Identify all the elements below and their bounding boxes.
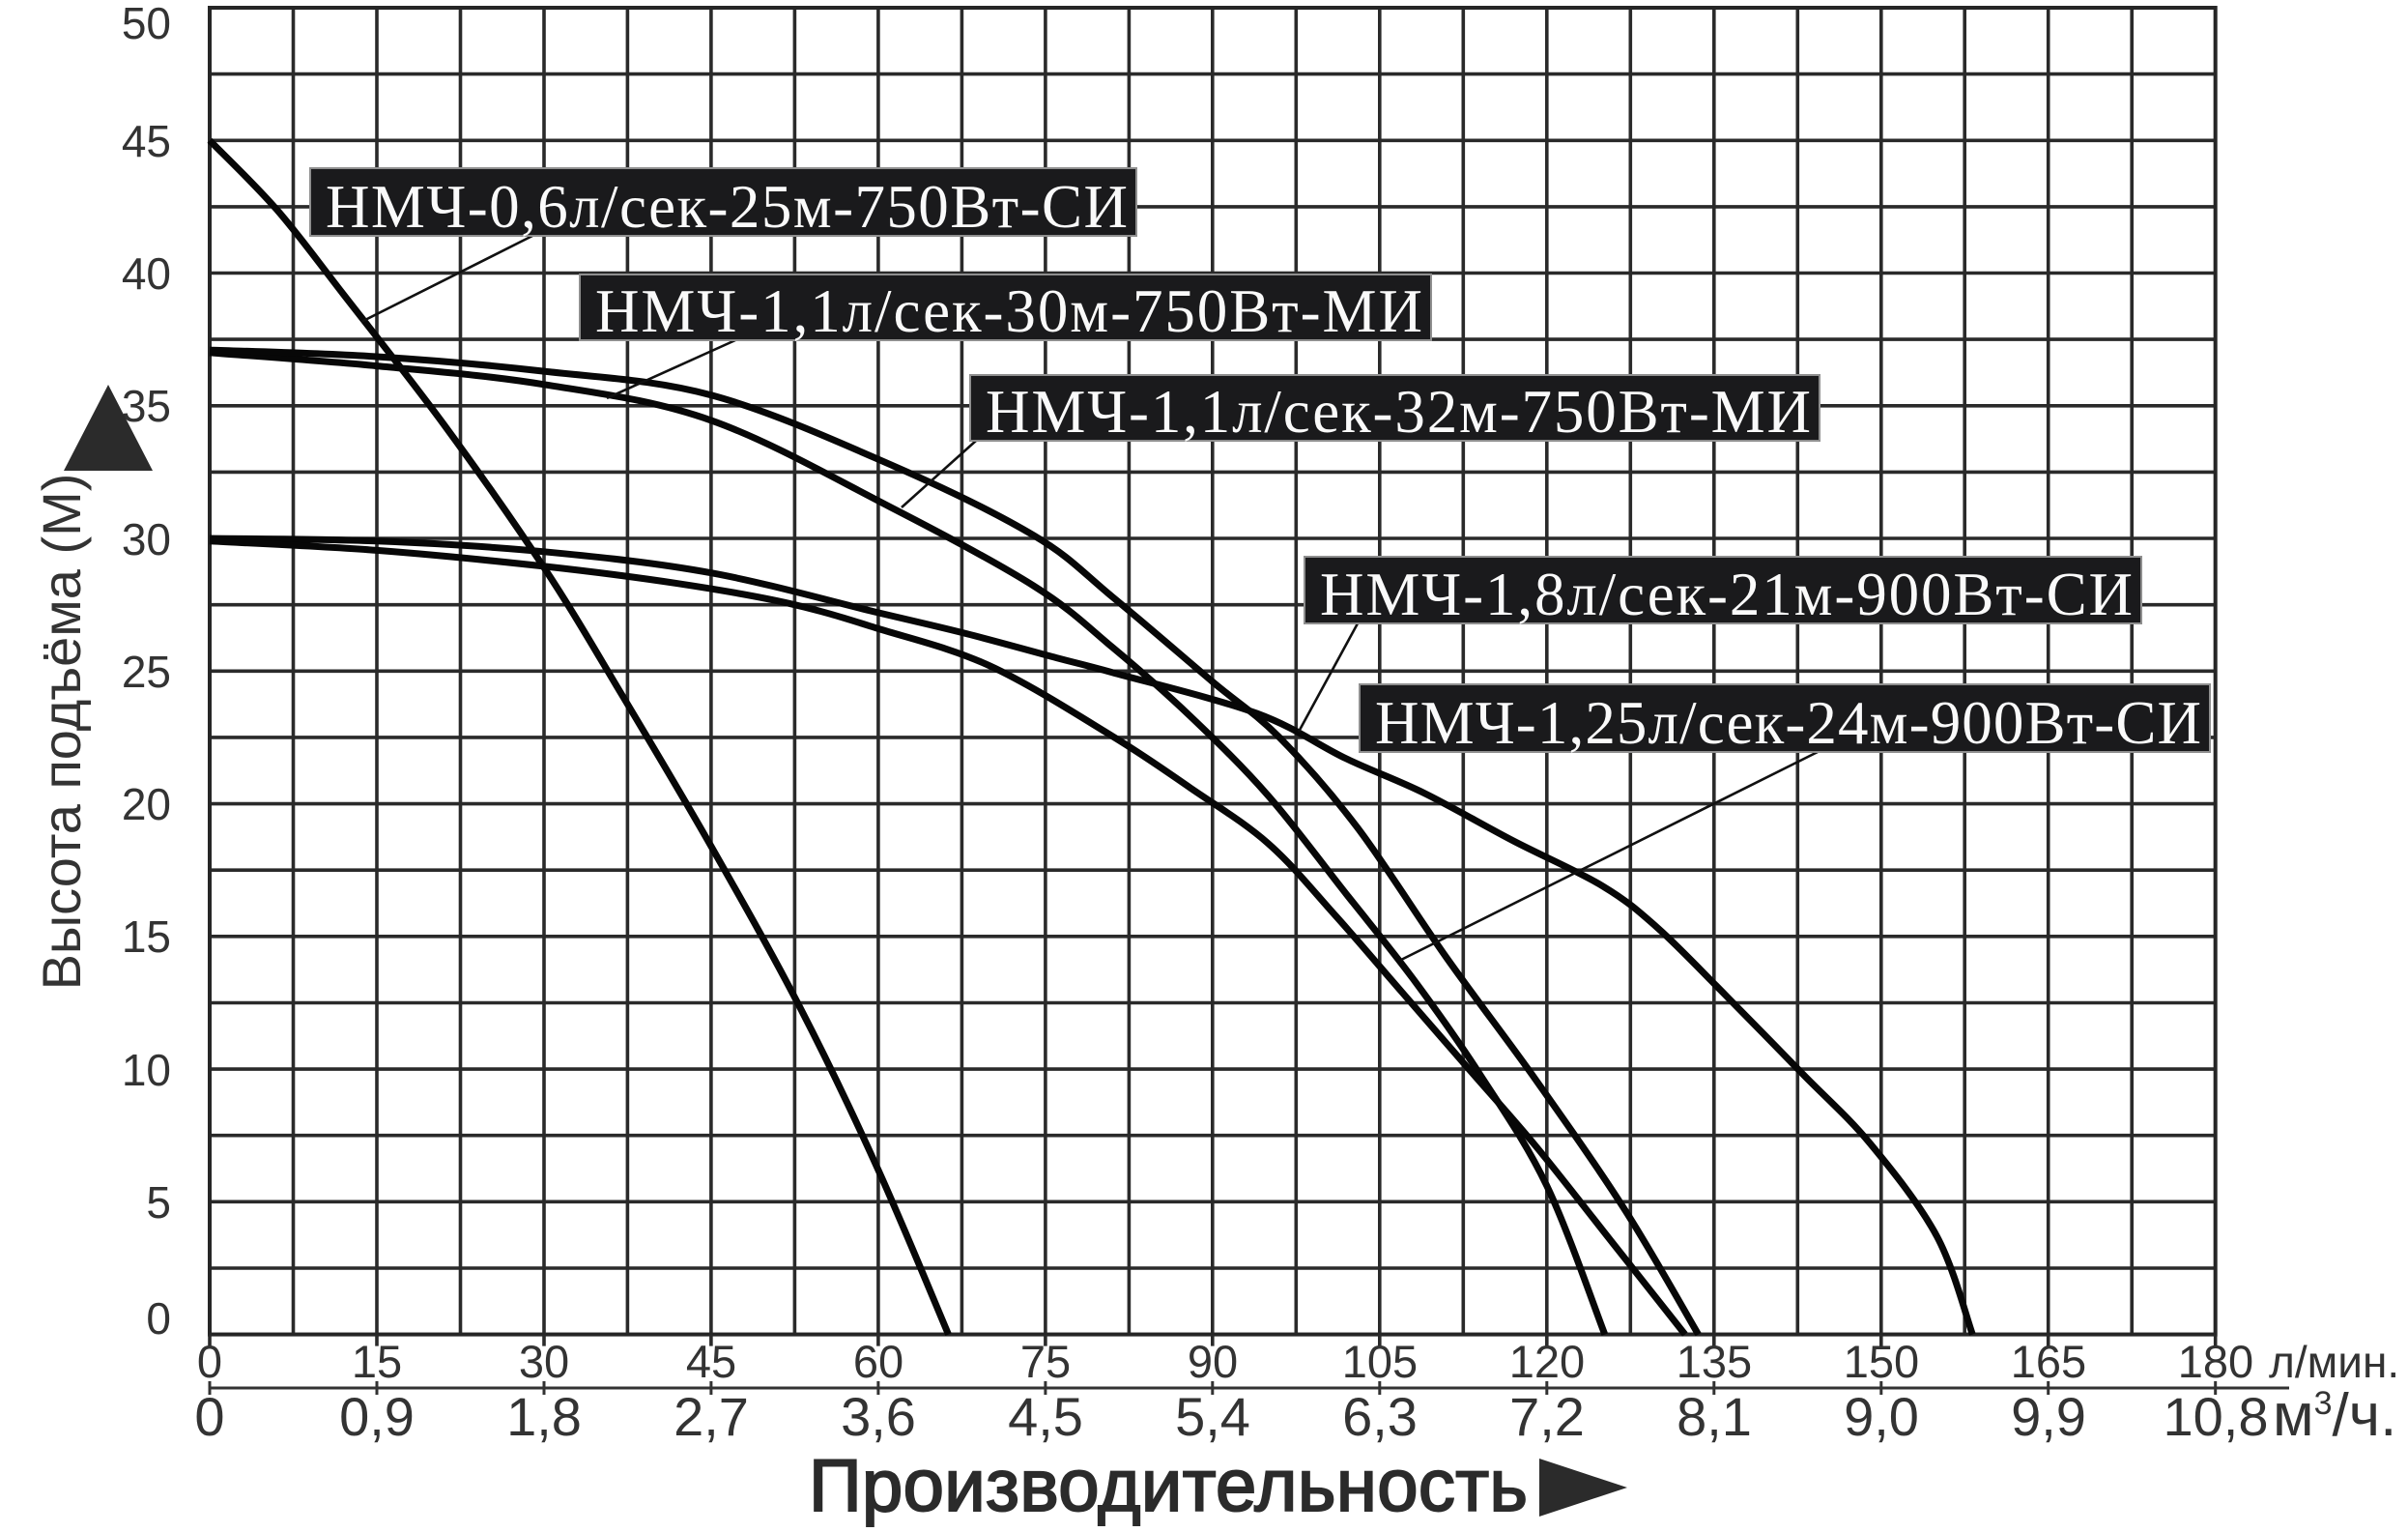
svg-text:20: 20: [122, 779, 171, 829]
svg-text:9,9: 9,9: [2011, 1386, 2086, 1447]
svg-text:НМЧ-1,25л/сек-24м-900Вт-СИ: НМЧ-1,25л/сек-24м-900Вт-СИ: [1375, 689, 2201, 757]
svg-text:НМЧ-0,6л/сек-25м-750Вт-СИ: НМЧ-0,6л/сек-25м-750Вт-СИ: [326, 173, 1128, 241]
svg-text:40: 40: [122, 248, 171, 299]
svg-text:5: 5: [146, 1177, 171, 1228]
svg-text:Производительность: Производительность: [809, 1445, 1528, 1527]
svg-text:3,6: 3,6: [841, 1386, 916, 1447]
svg-text:90: 90: [1188, 1336, 1238, 1387]
svg-text:2,7: 2,7: [674, 1386, 749, 1447]
svg-text:35: 35: [122, 381, 171, 431]
svg-text:15: 15: [352, 1336, 402, 1387]
svg-text:150: 150: [1844, 1336, 1919, 1387]
svg-text:м3/ч.: м3/ч.: [2273, 1382, 2396, 1449]
svg-text:0: 0: [146, 1293, 171, 1344]
svg-text:НМЧ-1,1л/сек-30м-750Вт-МИ: НМЧ-1,1л/сек-30м-750Вт-МИ: [595, 277, 1422, 345]
svg-text:25: 25: [122, 647, 171, 697]
svg-text:НМЧ-1,8л/сек-21м-900Вт-СИ: НМЧ-1,8л/сек-21м-900Вт-СИ: [1320, 561, 2133, 628]
svg-text:5,4: 5,4: [1175, 1386, 1250, 1447]
svg-text:л/мин.: л/мин.: [2269, 1337, 2399, 1387]
svg-text:45: 45: [686, 1336, 736, 1387]
svg-text:4,5: 4,5: [1008, 1386, 1083, 1447]
svg-text:165: 165: [2011, 1336, 2086, 1387]
svg-text:10: 10: [122, 1045, 171, 1095]
svg-text:10,8: 10,8: [2164, 1386, 2269, 1447]
svg-text:1,8: 1,8: [506, 1386, 582, 1447]
svg-text:Высота подъёма (М): Высота подъёма (М): [31, 474, 92, 991]
svg-text:15: 15: [122, 911, 171, 962]
svg-text:30: 30: [519, 1336, 569, 1387]
svg-text:7,2: 7,2: [1509, 1386, 1585, 1447]
svg-text:30: 30: [122, 514, 171, 564]
svg-text:105: 105: [1342, 1336, 1418, 1387]
svg-text:6,3: 6,3: [1342, 1386, 1418, 1447]
svg-text:0: 0: [194, 1386, 224, 1447]
svg-text:60: 60: [853, 1336, 903, 1387]
svg-text:180: 180: [2178, 1336, 2253, 1387]
svg-text:9,0: 9,0: [1844, 1386, 1919, 1447]
svg-text:135: 135: [1677, 1336, 1752, 1387]
svg-text:75: 75: [1020, 1336, 1071, 1387]
svg-text:0: 0: [197, 1336, 222, 1387]
svg-text:45: 45: [122, 116, 171, 166]
svg-text:50: 50: [122, 0, 171, 48]
svg-text:120: 120: [1509, 1336, 1585, 1387]
svg-text:НМЧ-1,1л/сек-32м-750Вт-МИ: НМЧ-1,1л/сек-32м-750Вт-МИ: [986, 378, 1811, 446]
svg-text:8,1: 8,1: [1677, 1386, 1752, 1447]
svg-text:0,9: 0,9: [339, 1386, 415, 1447]
